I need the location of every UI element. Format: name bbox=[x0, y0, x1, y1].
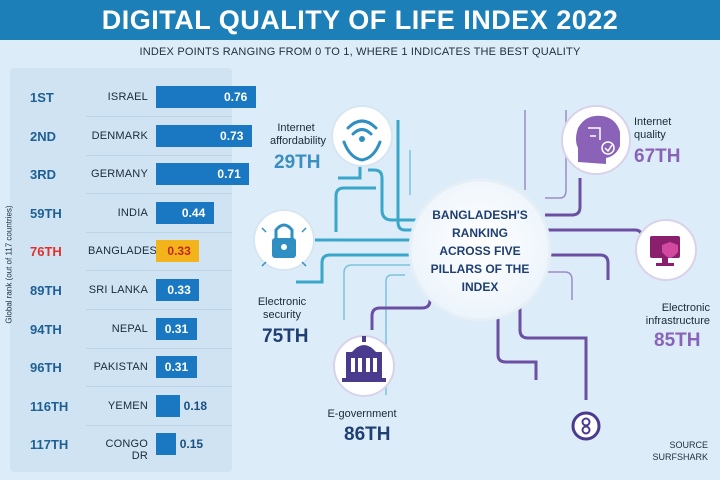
pillar-infrastructure-label: Electronic infrastructure bbox=[645, 302, 710, 327]
connector-thin-purple-lines bbox=[524, 110, 573, 300]
bar bbox=[156, 201, 214, 224]
rank-label: 89TH bbox=[30, 283, 62, 298]
data-label: 0.33 bbox=[167, 283, 191, 297]
bar bbox=[156, 163, 250, 186]
country-label: YEMEN bbox=[107, 399, 148, 412]
country-label: CONGO DR bbox=[105, 438, 148, 463]
connector-teal-lines bbox=[296, 120, 420, 284]
data-label: 0.31 bbox=[164, 360, 189, 375]
row-divider bbox=[86, 270, 232, 272]
country-label: GERMANY bbox=[90, 168, 148, 181]
padlock-icon bbox=[253, 209, 315, 271]
pillar-egov-rank: 86TH bbox=[344, 424, 391, 445]
pillar-affordability-label: Internet affordability bbox=[270, 122, 327, 147]
data-label: 0.33 bbox=[167, 244, 191, 259]
rank-label: 1ST bbox=[30, 90, 54, 105]
pillar-affordability-rank: 29TH bbox=[274, 152, 321, 173]
rank-label: 76TH bbox=[30, 244, 62, 260]
country-label: SRI LANKA bbox=[88, 284, 148, 296]
rank-label: 116TH bbox=[30, 398, 69, 414]
rank-label: 59TH bbox=[30, 205, 62, 221]
pillar-quality-rank: 67TH bbox=[634, 146, 681, 167]
rank-label: 94TH bbox=[30, 321, 62, 337]
country-label: INDIA bbox=[117, 206, 148, 219]
bar bbox=[156, 394, 180, 417]
row-divider bbox=[86, 309, 232, 310]
bar bbox=[156, 317, 197, 340]
data-label: 0.31 bbox=[164, 321, 189, 336]
country-label: BANGLADESH bbox=[88, 245, 166, 258]
bar bbox=[156, 86, 256, 108]
data-label: 0.71 bbox=[217, 167, 241, 182]
country-label: DENMARK bbox=[91, 129, 148, 142]
rank-label: 3RD bbox=[30, 167, 57, 183]
data-label: 0.76 bbox=[224, 90, 248, 104]
page-subtitle: INDEX POINTS RANGING FROM 0 TO 1, WHERE … bbox=[139, 46, 581, 58]
pillar-quality-label: Internet quality bbox=[634, 116, 672, 141]
data-label: 0.44 bbox=[181, 205, 206, 220]
row-divider bbox=[86, 386, 232, 388]
circuit-head-icon bbox=[561, 105, 631, 175]
rank-label: 117TH bbox=[30, 437, 69, 453]
source-label: SOURCE bbox=[669, 440, 708, 450]
pillar-egov-label: E-government bbox=[327, 408, 397, 420]
data-label: 0.18 bbox=[183, 398, 208, 413]
row-divider bbox=[86, 154, 232, 156]
data-label: 0.15 bbox=[179, 437, 204, 452]
country-label: ISRAEL bbox=[107, 91, 148, 103]
connector-thin-lines bbox=[343, 150, 420, 395]
pillar-security-rank: 75TH bbox=[262, 326, 309, 347]
country-label: NEPAL bbox=[111, 322, 148, 335]
country-label: PAKISTAN bbox=[93, 361, 148, 374]
hub-circle bbox=[408, 178, 552, 322]
data-label: 0.73 bbox=[220, 128, 244, 143]
monitor-shield-icon bbox=[635, 219, 697, 281]
pillar-security-label: Electronic security bbox=[257, 296, 307, 321]
row-divider bbox=[86, 231, 232, 233]
row-divider bbox=[86, 116, 232, 117]
pillar-infrastructure-rank: 85TH bbox=[654, 330, 701, 351]
page-title: DIGITAL QUALITY OF LIFE INDEX 2022 bbox=[0, 0, 720, 40]
row-divider bbox=[86, 347, 232, 349]
row-divider bbox=[86, 424, 232, 426]
connector-purple-lines bbox=[370, 178, 644, 400]
bar bbox=[156, 356, 197, 379]
source-name: SURFSHARK bbox=[652, 452, 708, 462]
row-divider bbox=[86, 193, 232, 195]
decorative-badge-icon bbox=[571, 411, 601, 441]
government-building-icon bbox=[333, 335, 395, 397]
bar bbox=[156, 240, 200, 263]
hub-text: BANGLADESH'S RANKING ACROSS FIVE PILLARS… bbox=[430, 208, 530, 294]
bar bbox=[156, 279, 200, 301]
bar bbox=[156, 433, 176, 456]
wifi-hands-icon bbox=[331, 105, 393, 167]
bar bbox=[156, 124, 253, 147]
rank-label: 2ND bbox=[30, 128, 57, 144]
rank-label: 96TH bbox=[30, 360, 62, 376]
